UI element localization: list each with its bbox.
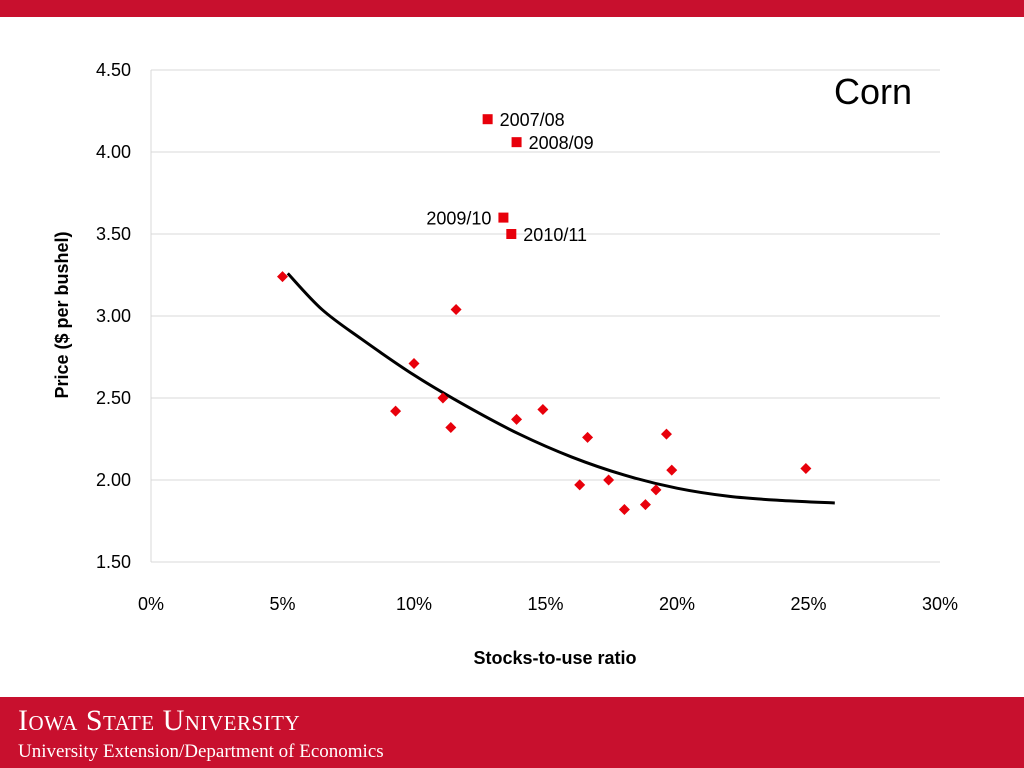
footer-institution-name: Iowa State University (18, 704, 301, 737)
square-marker (482, 114, 493, 125)
point-label: 2008/09 (529, 133, 594, 153)
y-tick-label: 1.50 (96, 552, 131, 572)
diamond-marker (639, 499, 651, 511)
diamond-marker (660, 428, 672, 440)
diamond-marker (650, 484, 662, 496)
square-marker (498, 212, 509, 223)
y-tick-label: 3.00 (96, 306, 131, 326)
scatter-chart: 0% 5% 10% 15% 20% 25% 30% 1.50 2.00 2.50 3.00 3.50… (52, 60, 958, 668)
diamond-marker (574, 479, 586, 491)
x-tick-label: 15% (527, 594, 563, 614)
top-brand-bar (0, 0, 1024, 17)
x-tick-label: 5% (269, 594, 295, 614)
y-tick-label: 2.00 (96, 470, 131, 490)
y-tick-label: 3.50 (96, 224, 131, 244)
diamond-marker (618, 504, 630, 516)
diamond-marker (800, 463, 812, 475)
diamond-marker (603, 474, 615, 486)
diamond-marker (408, 358, 420, 370)
x-axis-title: Stocks-to-use ratio (473, 648, 636, 668)
footer-department: University Extension/Department of Econo… (18, 741, 384, 762)
diamond-marker (511, 413, 523, 425)
x-tick-label: 25% (790, 594, 826, 614)
gridlines (151, 69, 940, 563)
diamond-marker (277, 271, 288, 283)
diamond-marker (537, 403, 549, 415)
x-tick-labels: 0% 5% 10% 15% 20% 25% 30% (138, 594, 958, 614)
point-label: 2007/08 (500, 110, 565, 130)
y-tick-label: 4.00 (96, 142, 131, 162)
square-marker (511, 137, 522, 148)
x-tick-label: 10% (396, 594, 432, 614)
x-tick-label: 0% (138, 594, 164, 614)
y-axis-title: Price ($ per bushel) (52, 231, 72, 398)
diamond-marker (450, 303, 462, 315)
data-points: 2007/08 2008/09 2009/10 2010/11 (277, 110, 812, 516)
diamond-marker (582, 431, 594, 443)
x-tick-label: 30% (922, 594, 958, 614)
diamond-marker (437, 392, 449, 404)
y-tick-label: 2.50 (96, 388, 131, 408)
footer-bar: Iowa State University University Extensi… (0, 697, 1024, 768)
square-marker (506, 229, 517, 239)
diamond-marker (666, 464, 678, 476)
y-tick-labels: 1.50 2.00 2.50 3.00 3.50 4.00 4.50 (96, 60, 131, 572)
chart-title: Corn (834, 71, 912, 112)
point-label: 2010/11 (523, 225, 587, 245)
trendline (286, 272, 835, 505)
diamond-marker (390, 405, 402, 417)
x-tick-label: 20% (659, 594, 695, 614)
diamond-marker (445, 422, 457, 434)
y-tick-label: 4.50 (96, 60, 131, 80)
point-label: 2009/10 (426, 209, 491, 229)
